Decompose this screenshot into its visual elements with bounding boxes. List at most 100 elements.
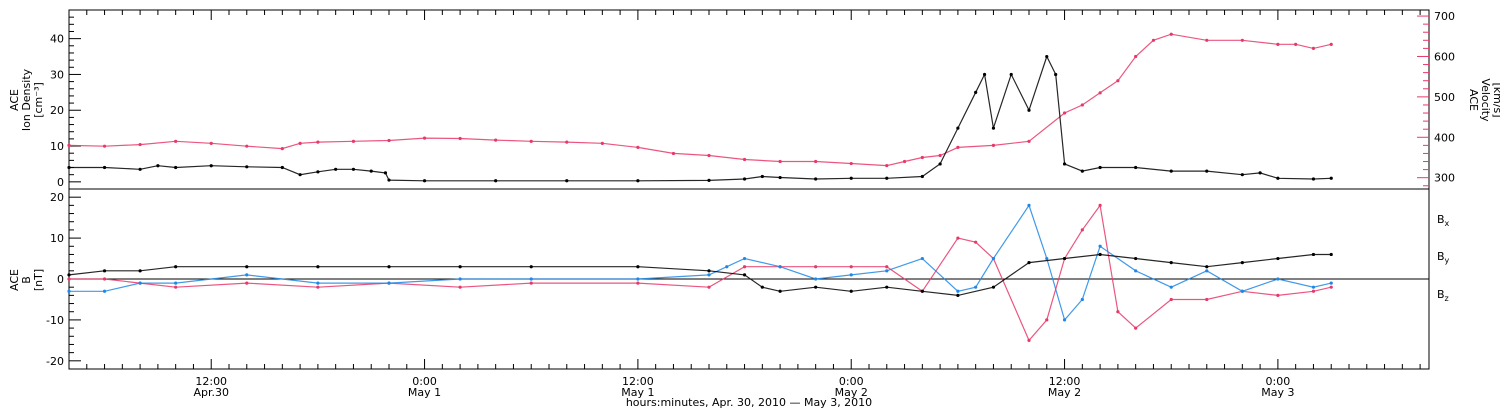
density-point <box>387 178 391 182</box>
bz-point <box>529 281 533 285</box>
x-tick-date: May 3 <box>1261 386 1294 399</box>
velocity-point <box>1116 79 1120 83</box>
bx-point <box>1027 261 1031 265</box>
by-point <box>956 289 960 293</box>
bz-point <box>849 265 853 269</box>
velocity-line <box>68 33 1332 167</box>
velocity-point <box>102 144 107 148</box>
density-point <box>209 164 213 168</box>
by-point <box>920 256 924 261</box>
density-point <box>1134 165 1138 170</box>
b-tick-label: -20 <box>46 355 64 368</box>
velocity-point <box>565 140 569 144</box>
x-tick-time: 0:00 <box>1266 375 1291 388</box>
density-point <box>565 179 569 183</box>
by-point <box>885 269 889 273</box>
b-tick-label: -10 <box>46 314 64 327</box>
top-left-label-line2: Ion Density <box>20 68 33 131</box>
velocity-point <box>1311 46 1316 50</box>
velocity-point <box>1027 139 1031 143</box>
velocity-point <box>1151 38 1156 42</box>
bz-point <box>102 277 107 281</box>
bx-point <box>991 285 996 289</box>
bx-point <box>316 265 320 269</box>
bx-point <box>458 265 462 269</box>
bz-point <box>1205 297 1209 302</box>
density-point <box>974 90 978 94</box>
bottom-left-label-line2: B <box>20 276 33 284</box>
velocity-point <box>1205 38 1209 42</box>
velocity-point <box>814 159 818 164</box>
top-series <box>67 32 1333 183</box>
bz-point <box>245 281 249 285</box>
bz-point <box>1027 338 1031 342</box>
bz-point <box>1134 326 1138 330</box>
velocity-point <box>1080 103 1084 107</box>
bz-point <box>814 265 818 269</box>
density-tick-label: 40 <box>50 33 64 46</box>
bx-point <box>529 265 533 269</box>
x-tick-date: May 2 <box>1048 386 1081 399</box>
bx-point <box>814 285 818 289</box>
bx-point <box>174 265 178 269</box>
velocity-point <box>991 143 996 147</box>
top-right-axis: 300 400 500 600 700 <box>1417 10 1455 187</box>
velocity-point <box>1098 91 1102 95</box>
x-axis-title: hours:minutes, Apr. 30, 2010 — May 3, 20… <box>626 396 872 409</box>
velocity-point <box>67 143 71 147</box>
velocity-point <box>885 163 889 168</box>
by-point <box>1240 289 1244 293</box>
velocity-tick-label: 500 <box>1434 91 1455 104</box>
density-point <box>991 126 996 130</box>
by-point <box>1045 256 1049 261</box>
velocity-point <box>1294 42 1298 46</box>
density-point <box>383 171 388 175</box>
density-point <box>1311 177 1316 181</box>
bottom-left-axis: -20 -10 0 10 20 <box>46 188 81 370</box>
density-point <box>1098 165 1102 170</box>
bx-point <box>920 289 924 293</box>
bx-point <box>1169 261 1173 265</box>
by-line <box>69 204 1332 322</box>
by-point <box>245 273 249 277</box>
x-tick-date: Apr.30 <box>193 386 229 399</box>
bz-point <box>742 265 747 269</box>
bz-point <box>1276 293 1280 297</box>
x-tick-date: May 1 <box>621 386 654 399</box>
by-point <box>174 281 178 285</box>
bx-point <box>387 265 391 269</box>
by-point <box>1276 277 1280 281</box>
by-point <box>1329 281 1333 285</box>
by-point <box>1169 285 1173 289</box>
bz-point <box>1169 297 1173 302</box>
velocity-point <box>494 138 498 142</box>
bz-point <box>1116 310 1120 314</box>
velocity-point <box>138 142 142 147</box>
bottom-left-label-line1: ACE <box>8 269 21 291</box>
by-point <box>1062 318 1067 322</box>
bx-point <box>138 269 142 273</box>
velocity-point <box>280 146 284 151</box>
density-point <box>174 165 178 170</box>
velocity-point <box>422 136 427 140</box>
density-point <box>156 164 160 168</box>
top-right-label-line3: [km/s] <box>1491 82 1500 117</box>
by-point <box>67 289 71 293</box>
by-point <box>387 281 391 285</box>
density-point <box>742 177 747 181</box>
bx-point <box>636 265 640 269</box>
top-right-label-line1: ACE <box>1467 89 1480 111</box>
by-point <box>1027 203 1031 207</box>
bz-point <box>974 240 978 244</box>
by-point <box>778 265 782 269</box>
velocity-point <box>174 139 178 143</box>
velocity-point <box>298 141 302 145</box>
top-right-label-line2: Velocity <box>1479 78 1492 122</box>
by-point <box>742 256 747 261</box>
velocity-point <box>707 153 711 158</box>
bx-point <box>1240 261 1244 265</box>
by-point <box>991 256 996 261</box>
bx-line <box>68 253 1332 297</box>
density-tick-label: 30 <box>50 68 64 81</box>
